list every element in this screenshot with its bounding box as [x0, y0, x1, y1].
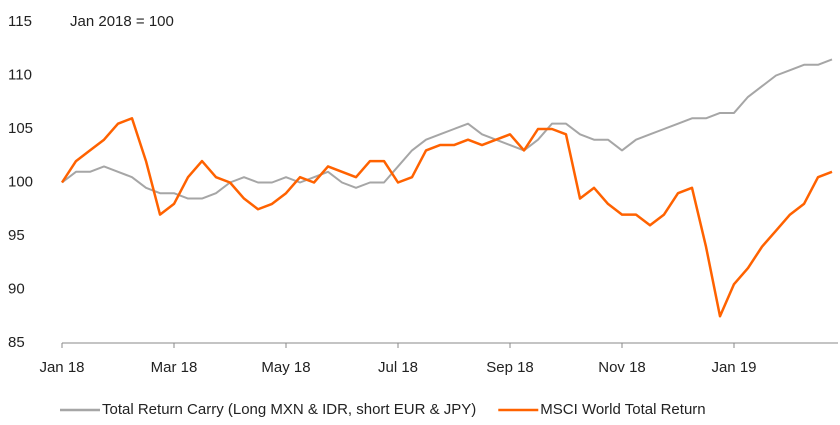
- x-tick-label: Nov 18: [598, 359, 646, 376]
- annotation: Jan 2018 = 100: [70, 13, 174, 30]
- legend-label: MSCI World Total Return: [540, 401, 705, 418]
- x-tick-label: Jul 18: [378, 359, 418, 376]
- x-tick-label: Jan 18: [39, 359, 84, 376]
- x-tick-label: May 18: [261, 359, 310, 376]
- y-tick-label: 100: [8, 173, 33, 190]
- y-tick-label: 105: [8, 120, 33, 137]
- x-tick-label: Sep 18: [486, 359, 534, 376]
- series-line: [60, 117, 833, 318]
- legend-label: Total Return Carry (Long MXN & IDR, shor…: [102, 401, 476, 418]
- series-line: [61, 58, 833, 200]
- x-tick-label: Mar 18: [151, 359, 198, 376]
- y-tick-label: 95: [8, 227, 25, 244]
- y-tick-label: 115: [8, 13, 32, 30]
- y-tick-label: 110: [8, 66, 32, 83]
- y-tick-label: 85: [8, 334, 25, 351]
- y-tick-label: 90: [8, 280, 25, 297]
- x-tick-label: Jan 19: [711, 359, 756, 376]
